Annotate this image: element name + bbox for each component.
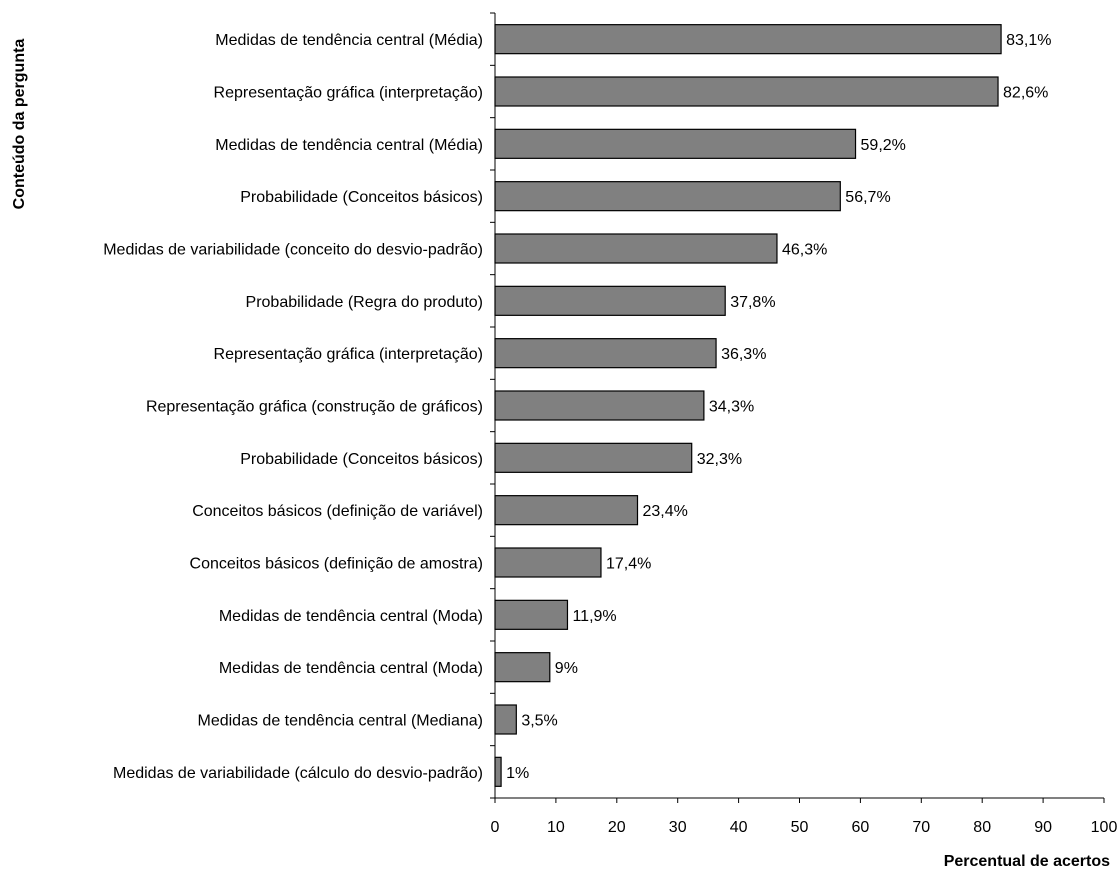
bar [494, 442, 693, 473]
category-label: Probabilidade (Conceitos básicos) [240, 189, 483, 206]
value-label: 36,3% [721, 346, 766, 363]
value-label: 56,7% [845, 189, 890, 206]
x-tick-label: 10 [547, 819, 565, 836]
bar [494, 547, 602, 578]
category-label: Medidas de tendência central (Mediana) [198, 713, 484, 730]
bars-group [494, 24, 1002, 787]
category-label: Medidas de tendência central (Média) [215, 137, 483, 154]
bar [494, 652, 551, 683]
bar [494, 338, 717, 369]
category-label: Medidas de tendência central (Moda) [219, 660, 483, 677]
x-tick-label: 90 [1034, 819, 1052, 836]
value-label: 3,5% [521, 713, 557, 730]
value-label: 11,9% [572, 608, 616, 625]
x-axis-ticks: 0 10 20 30 40 50 60 70 80 90 100 [490, 12, 1118, 836]
bar [494, 390, 705, 421]
category-label: Conceitos básicos (definição de variável… [192, 503, 483, 520]
x-tick-label: 30 [669, 819, 687, 836]
bar [494, 233, 778, 264]
value-label: 17,4% [606, 556, 651, 573]
category-labels: Medidas de tendência central (Média) Repr… [103, 32, 483, 782]
x-tick-label: 20 [608, 819, 626, 836]
value-label: 1% [506, 765, 529, 782]
x-tick-label: 80 [973, 819, 991, 836]
bar [494, 756, 502, 787]
bar [494, 495, 639, 526]
value-label: 37,8% [730, 294, 775, 311]
x-tick-label: 70 [912, 819, 930, 836]
x-tick-label: 0 [491, 819, 500, 836]
bar [494, 24, 1002, 55]
x-tick-label: 50 [791, 819, 809, 836]
value-label: 32,3% [697, 451, 742, 468]
category-label: Representação gráfica (interpretação) [214, 85, 483, 102]
value-label: 9% [555, 660, 578, 677]
value-labels: 83,1% 82,6% 59,2% 56,7% 46,3% 37,8% 36,3% 34,3%… [506, 32, 1051, 782]
value-label: 59,2% [861, 137, 906, 154]
category-label: Representação gráfica (interpretação) [214, 346, 483, 363]
x-tick-label: 100 [1091, 819, 1118, 836]
bar [494, 285, 726, 316]
bar [494, 128, 857, 159]
category-label: Medidas de variabilidade (conceito do de… [103, 242, 483, 259]
x-axis-title: Percentual de acertos [944, 853, 1110, 870]
value-label: 82,6% [1003, 85, 1048, 102]
value-label: 46,3% [782, 242, 827, 259]
category-label: Medidas de tendência central (Moda) [219, 608, 483, 625]
value-label: 34,3% [709, 399, 754, 416]
bar [494, 704, 517, 735]
bar [494, 76, 999, 107]
x-tick-label: 40 [730, 819, 748, 836]
y-axis-title: Conteúdo da pergunta [11, 39, 28, 210]
category-label: Medidas de tendência central (Média) [215, 32, 483, 49]
category-label: Medidas de variabilidade (cálculo do des… [113, 765, 483, 782]
category-label: Probabilidade (Regra do produto) [246, 294, 483, 311]
value-label: 23,4% [643, 503, 688, 520]
value-label: 83,1% [1006, 32, 1051, 49]
bar [494, 599, 569, 630]
category-label: Conceitos básicos (definição de amostra) [190, 556, 483, 573]
bar [494, 181, 841, 212]
category-label: Representação gráfica (construção de grá… [146, 399, 483, 416]
category-label: Probabilidade (Conceitos básicos) [240, 451, 483, 468]
x-tick-label: 60 [852, 819, 870, 836]
